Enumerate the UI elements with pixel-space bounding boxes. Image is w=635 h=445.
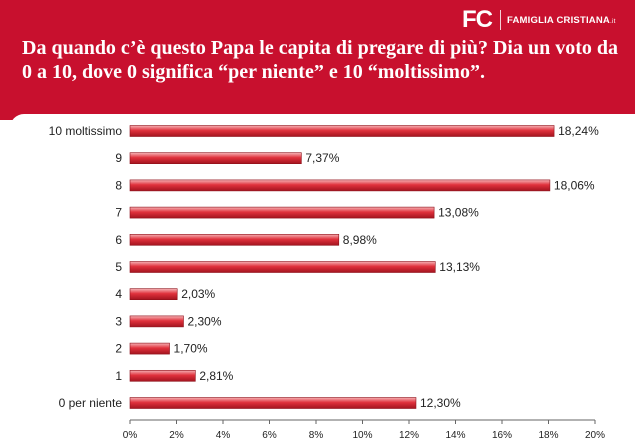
bar — [129, 397, 417, 409]
value-label: 13,08% — [438, 206, 479, 220]
x-tick-label: 8% — [309, 430, 324, 441]
bar — [129, 234, 340, 246]
bar — [129, 342, 170, 355]
value-label: 18,06% — [554, 178, 595, 192]
x-tick-label: 4% — [216, 430, 231, 441]
category-label: 3 — [115, 314, 122, 328]
bar — [129, 315, 184, 328]
category-label: 0 per niente — [59, 396, 123, 410]
bar — [129, 179, 551, 192]
x-tick-label: 12% — [399, 430, 419, 441]
category-label: 5 — [115, 260, 122, 274]
logo-divider — [500, 10, 501, 30]
value-label: 2,81% — [199, 369, 233, 383]
logo-mark: FC — [462, 6, 493, 33]
logo-suffix: .it — [610, 17, 616, 25]
value-label: 18,24% — [558, 124, 599, 138]
bar — [129, 261, 436, 273]
x-tick-label: 10% — [352, 430, 372, 441]
bar — [129, 206, 435, 219]
category-label: 9 — [115, 151, 122, 165]
category-label: 8 — [115, 178, 122, 192]
value-label: 12,30% — [420, 396, 461, 410]
value-label: 7,37% — [305, 151, 339, 165]
x-tick-label: 6% — [262, 430, 277, 441]
bar — [129, 125, 555, 137]
logo-text: FAMIGLIA CRISTIANA.it — [507, 15, 616, 26]
value-label: 1,70% — [174, 342, 208, 356]
x-tick-label: 0% — [123, 430, 138, 441]
x-tick-label: 2% — [169, 430, 184, 441]
x-tick-label: 20% — [585, 430, 605, 441]
x-tick-label: 16% — [492, 430, 512, 441]
bar — [129, 152, 302, 164]
header-banner: FC FAMIGLIA CRISTIANA.it Da quando c’è q… — [0, 0, 635, 120]
famiglia-cristiana-logo[interactable]: FC FAMIGLIA CRISTIANA.it — [462, 8, 616, 32]
category-label: 2 — [115, 342, 122, 356]
bar — [129, 369, 196, 382]
bar — [129, 288, 178, 301]
category-label: 4 — [115, 287, 122, 301]
chart-title: Da quando c’è questo Papa le capita di p… — [22, 37, 619, 83]
category-label: 1 — [115, 369, 122, 383]
value-label: 8,98% — [343, 233, 377, 247]
category-label: 7 — [115, 206, 122, 220]
logo-name: FAMIGLIA CRISTIANA — [507, 14, 610, 26]
value-label: 13,13% — [439, 260, 480, 274]
x-tick-label: 14% — [445, 430, 465, 441]
chart-panel — [10, 114, 635, 445]
value-label: 2,30% — [187, 314, 221, 328]
category-label: 6 — [115, 233, 122, 247]
category-label: 10 moltissimo — [49, 124, 123, 138]
value-label: 2,03% — [181, 287, 215, 301]
x-tick-label: 18% — [538, 430, 558, 441]
